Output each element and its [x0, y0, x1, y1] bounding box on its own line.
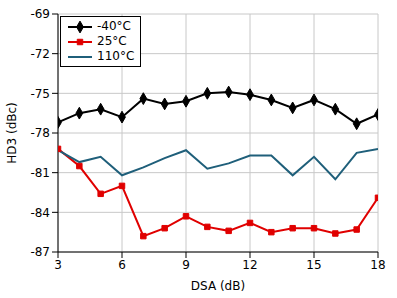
svg-text:6: 6 — [118, 258, 126, 272]
svg-text:12: 12 — [242, 258, 257, 272]
svg-text:-84: -84 — [30, 206, 50, 220]
svg-text:DSA (dB): DSA (dB) — [191, 279, 245, 293]
svg-text:18: 18 — [370, 258, 385, 272]
svg-text:-72: -72 — [30, 47, 50, 61]
svg-text:-81: -81 — [30, 166, 50, 180]
svg-text:9: 9 — [182, 258, 190, 272]
svg-text:HD3 (dBc): HD3 (dBc) — [8, 102, 19, 164]
svg-text:-69: -69 — [30, 7, 50, 21]
svg-text:-78: -78 — [30, 126, 50, 140]
svg-text:-87: -87 — [30, 245, 50, 259]
svg-text:-75: -75 — [30, 87, 50, 101]
html-text:110°C: 110°C — [97, 49, 135, 63]
svg-text:15: 15 — [306, 258, 321, 272]
svg-text:3: 3 — [54, 258, 62, 272]
html-text:25°C: 25°C — [97, 34, 127, 48]
html-text:-40°C: -40°C — [97, 19, 131, 33]
